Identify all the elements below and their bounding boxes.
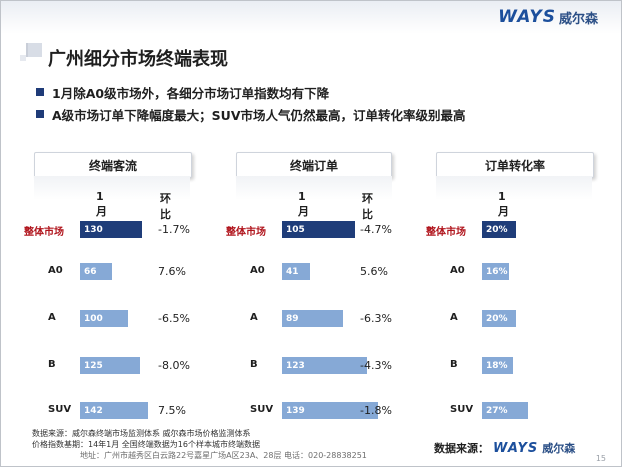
logo-latin: WAYS: [498, 7, 556, 27]
mom-change: -6.3%: [360, 312, 392, 325]
top-banner: [0, 0, 622, 34]
segment-label: A0: [450, 265, 465, 276]
segment-label: SUV: [250, 404, 274, 415]
panel-title: 终端订单: [236, 152, 392, 178]
mom-change: -6.5%: [158, 312, 190, 325]
segment-label: 整体市场: [426, 227, 466, 238]
bullet-text: A级市场订单下降幅度最大；SUV市场人气仍然最高，订单转化率级别最高: [52, 107, 466, 123]
segment-label: A0: [250, 265, 265, 276]
footer-notes: 数据来源：威尔森终端市场监测体系 威尔森市场价格监测体系 价格指数基期：14年1…: [32, 428, 367, 461]
panel-title: 终端客流: [34, 152, 192, 178]
bullet-item: A级市场订单下降幅度最大；SUV市场人气仍然最高，订单转化率级别最高: [36, 104, 466, 124]
segment-label: B: [48, 359, 56, 370]
value-bar: 123: [282, 357, 367, 374]
footer-logo: 数据来源： WAYS 威尔森: [434, 440, 575, 456]
segment-label: B: [450, 359, 458, 370]
panel-header-band: [236, 176, 392, 200]
value-bar: 142: [80, 402, 148, 419]
panel-title: 订单转化率: [436, 152, 594, 178]
bullet-square-icon: [36, 110, 44, 118]
value-bar: 66: [80, 263, 112, 280]
segment-label: A: [450, 312, 458, 323]
segment-label: 整体市场: [226, 227, 266, 238]
footer-base-line: 价格指数基期：14年1月 全国终端数据为16个样本城市终端数据: [32, 440, 260, 449]
value-bar: 125: [80, 357, 140, 374]
bullet-item: 1月除A0级市场外，各细分市场订单指数均有下降: [36, 82, 466, 102]
bullet-square-icon: [36, 88, 44, 96]
segment-label: B: [250, 359, 258, 370]
brand-logo: WAYS 威尔森: [498, 7, 598, 27]
page-title: 广州细分市场终端表现: [48, 49, 228, 70]
segment-label: 整体市场: [24, 227, 64, 238]
mom-change: -8.0%: [158, 359, 190, 372]
footer-logo-latin: WAYS: [493, 440, 539, 456]
mom-change: -4.7%: [360, 223, 392, 236]
bullet-text: 1月除A0级市场外，各细分市场订单指数均有下降: [52, 85, 330, 101]
column-header-change: 环比: [160, 192, 171, 221]
column-header-month: 1月: [498, 190, 509, 218]
value-bar: 139: [282, 402, 378, 419]
value-bar: 41: [282, 263, 310, 280]
footer-address: 地址：广州市越秀区白云路22号嘉星广场A区23A、28层 电话：020-2883…: [80, 451, 367, 460]
value-bar: 16%: [482, 263, 509, 280]
page-number: 15: [595, 454, 606, 463]
column-header-month: 1月: [96, 190, 107, 218]
value-bar: 130: [80, 221, 142, 238]
segment-label: A0: [48, 265, 63, 276]
panel-header-band: [436, 176, 592, 200]
title-decoration: [26, 43, 42, 57]
mom-change: 5.6%: [360, 265, 388, 278]
value-bar: 20%: [482, 221, 516, 238]
segment-label: SUV: [450, 404, 474, 415]
logo-chinese: 威尔森: [558, 11, 598, 27]
key-findings: 1月除A0级市场外，各细分市场订单指数均有下降 A级市场订单下降幅度最大；SUV…: [36, 82, 466, 126]
footer-logo-chinese: 威尔森: [542, 442, 576, 455]
mom-change: -1.7%: [158, 223, 190, 236]
value-bar: 89: [282, 310, 343, 327]
segment-label: SUV: [48, 404, 72, 415]
value-bar: 18%: [482, 357, 513, 374]
mom-change: 7.5%: [158, 404, 186, 417]
footer-source-line: 数据来源：威尔森终端市场监测体系 威尔森市场价格监测体系: [32, 429, 251, 438]
segment-label: A: [250, 312, 258, 323]
footer-source-label: 数据来源：: [434, 442, 489, 455]
mom-change: -1.8%: [360, 404, 392, 417]
panel-header-band: [34, 176, 190, 200]
column-header-month: 1月: [298, 190, 309, 218]
value-bar: 100: [80, 310, 128, 327]
mom-change: 7.6%: [158, 265, 186, 278]
segment-label: A: [48, 312, 56, 323]
mom-change: -4.3%: [360, 359, 392, 372]
column-header-change: 环比: [362, 192, 373, 221]
value-bar: 20%: [482, 310, 516, 327]
title-decoration-small: [20, 55, 26, 61]
value-bar: 105: [282, 221, 355, 238]
value-bar: 27%: [482, 402, 528, 419]
